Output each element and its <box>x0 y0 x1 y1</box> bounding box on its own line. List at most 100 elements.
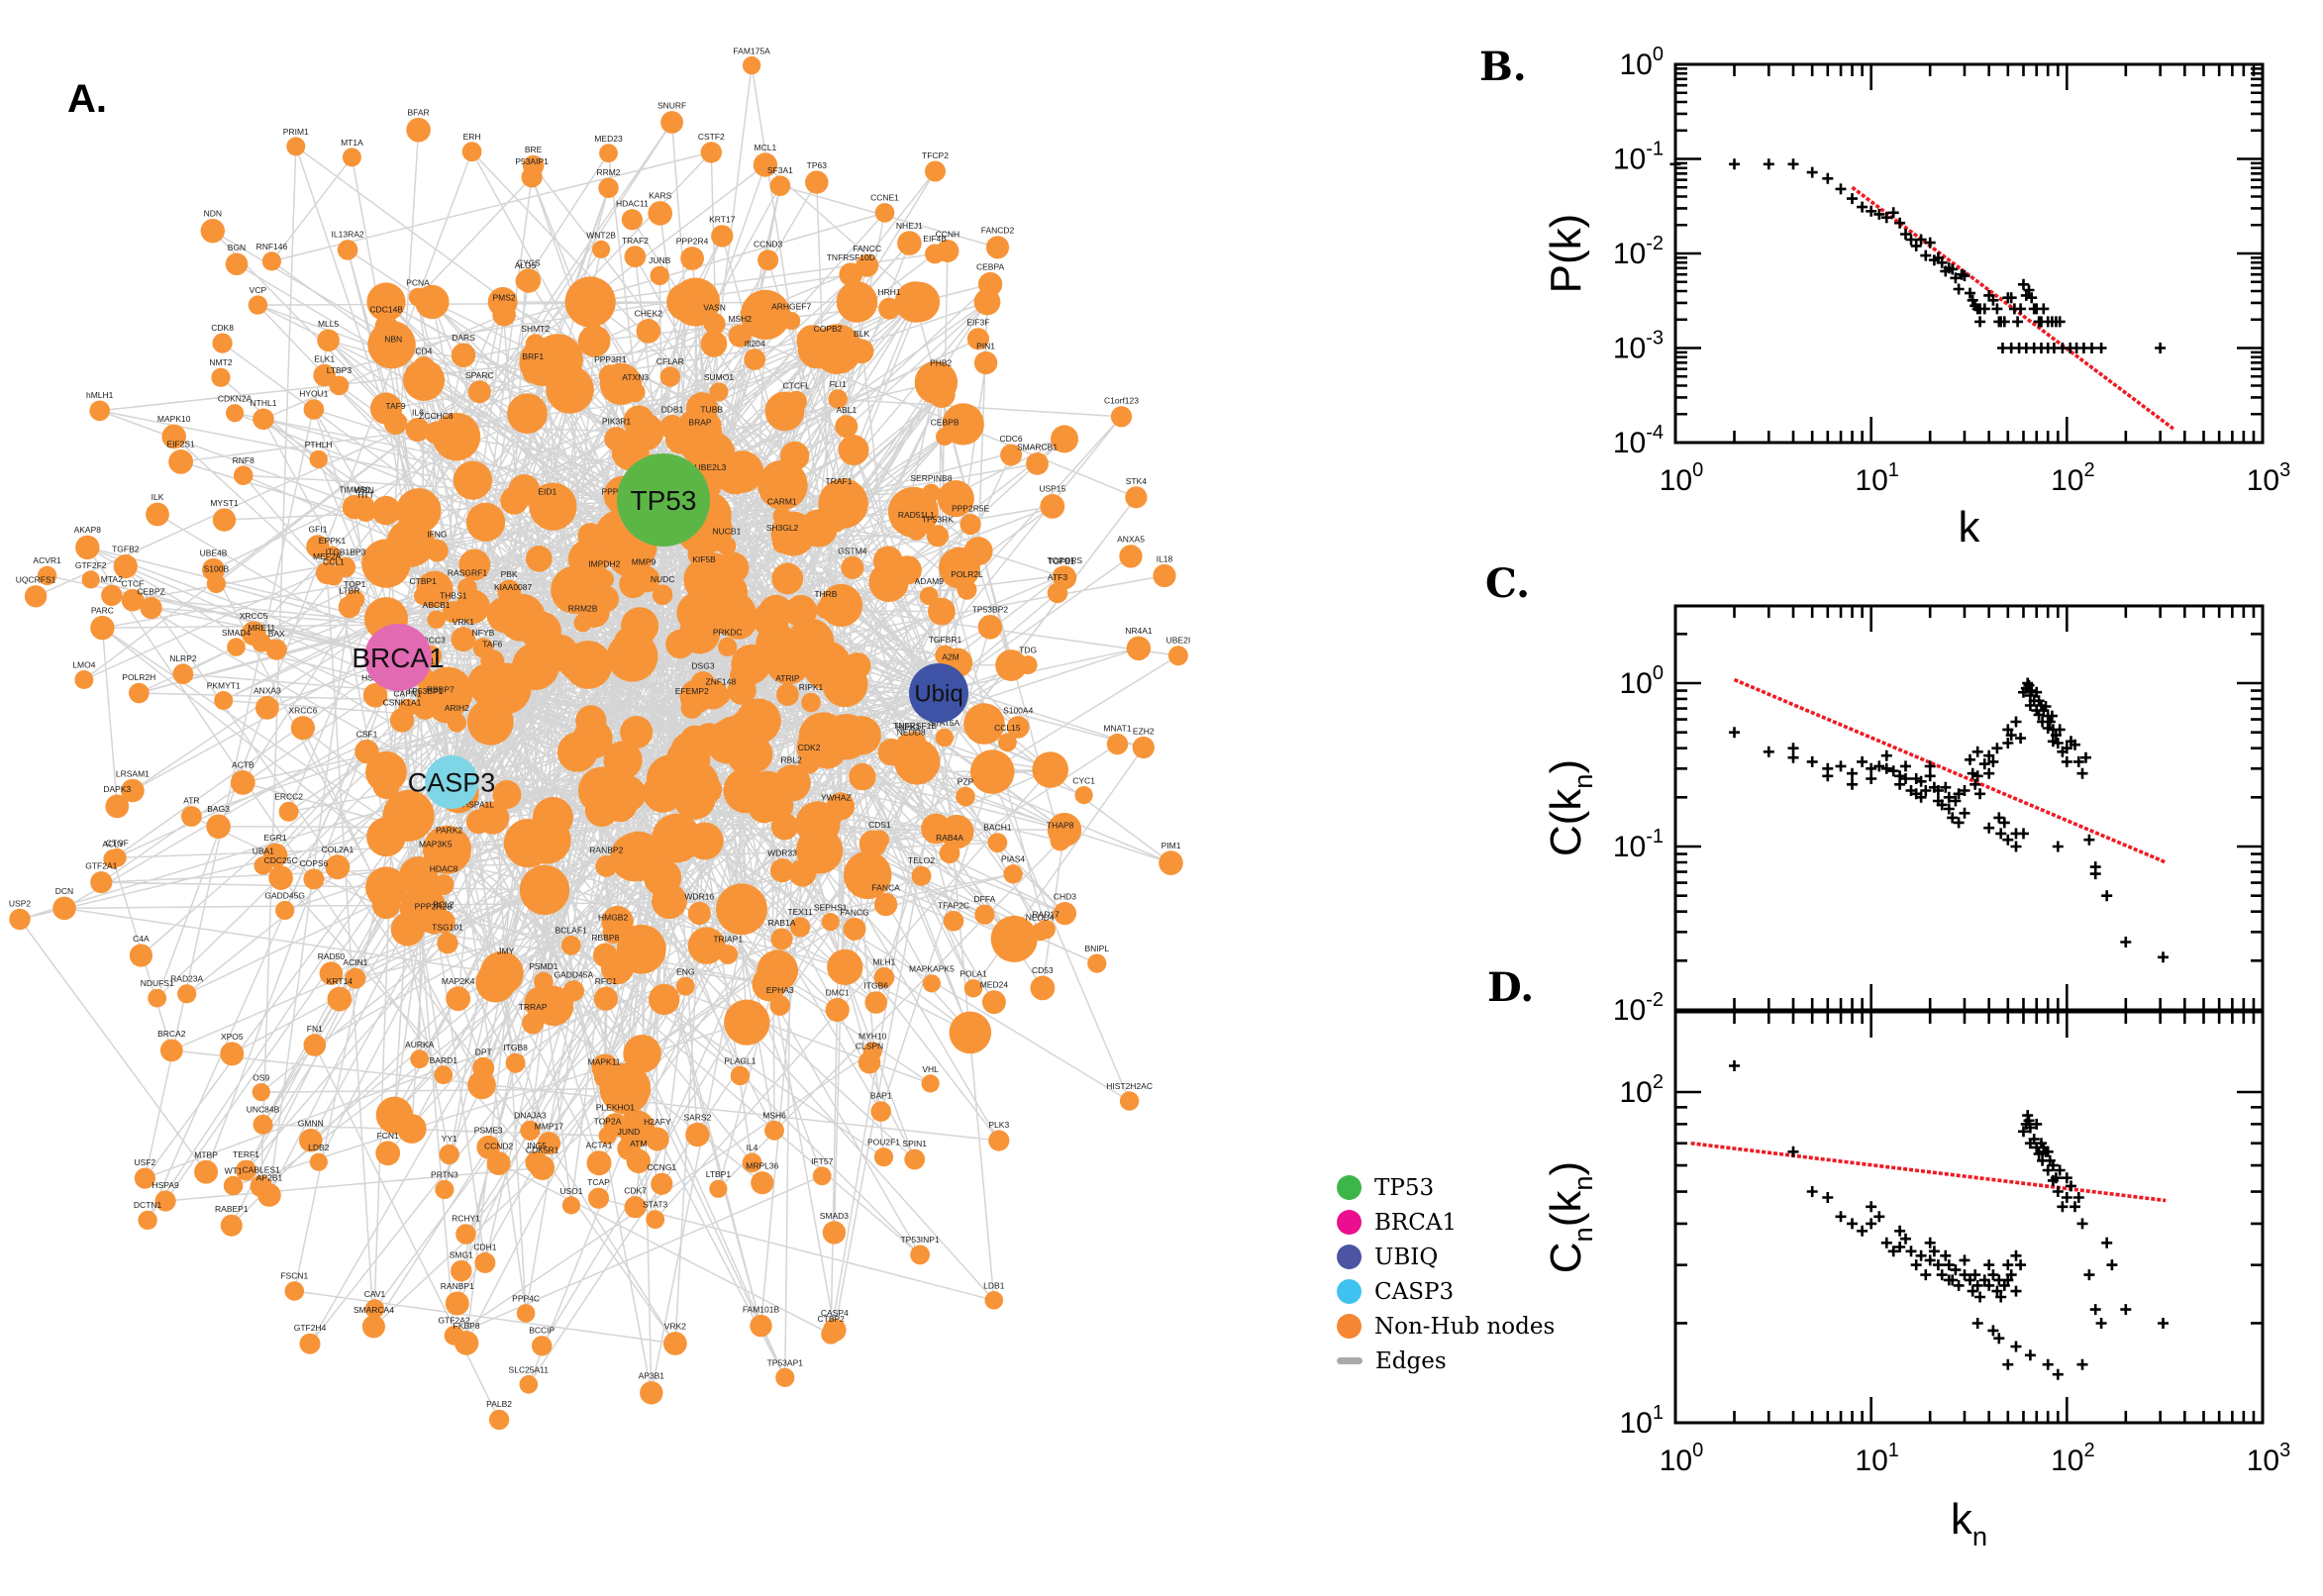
network-node <box>935 728 955 748</box>
network-node <box>943 910 964 932</box>
gene-label: ARIH2 <box>445 703 469 713</box>
legend: TP53 BRCA1 UBIQ CASP3 Non-Hub nodes Edges <box>1337 1170 1555 1378</box>
gene-label: COPS6 <box>299 858 328 868</box>
network-node <box>922 483 941 503</box>
gene-label: ATRIP <box>775 673 800 683</box>
network-node <box>366 817 406 857</box>
network-node <box>873 1147 894 1167</box>
network-node <box>129 682 150 704</box>
network-node <box>753 601 790 638</box>
network-node <box>342 495 367 520</box>
gene-label: SLC25A11 <box>509 1365 550 1375</box>
network-node <box>974 904 995 925</box>
network-node <box>701 414 722 435</box>
network-node <box>309 1152 328 1171</box>
network-node <box>342 148 361 167</box>
network-node <box>138 1210 157 1231</box>
gene-label: PALB2 <box>486 1399 512 1409</box>
gene-label: NDN <box>204 209 222 219</box>
network-node <box>873 892 898 917</box>
network-node <box>897 231 922 255</box>
network-node <box>470 669 508 707</box>
gene-label: IFNG <box>427 529 447 539</box>
network-node <box>1074 786 1093 805</box>
network-node <box>990 915 1038 962</box>
gene-label: ITGB8 <box>503 1043 528 1052</box>
network-node <box>361 1315 385 1339</box>
network-node <box>455 589 490 624</box>
network-node <box>874 203 895 223</box>
network-node <box>519 864 570 916</box>
network-node <box>910 1245 930 1265</box>
gene-label: TP53BP1 <box>407 686 444 696</box>
gene-label: CD53 <box>1032 965 1054 975</box>
gene-label: SERPINB8 <box>910 473 952 483</box>
gene-label: MAP2K4 <box>442 976 475 986</box>
network-node <box>383 411 408 436</box>
gene-label: UBA1 <box>252 847 274 856</box>
network-node <box>690 671 716 696</box>
legend-label: BRCA1 <box>1374 1209 1458 1236</box>
network-node <box>101 584 123 607</box>
network-node <box>679 725 710 755</box>
gene-label: USP15 <box>1039 484 1065 494</box>
gene-label: A2M <box>942 652 959 662</box>
network-node <box>223 1175 244 1196</box>
network-node <box>446 986 471 1012</box>
gene-label: PZP <box>958 776 974 786</box>
network-node <box>488 1409 510 1431</box>
gene-label: HMGB2 <box>598 913 629 923</box>
gene-label: HIPK1 <box>896 723 921 733</box>
tick-label: 102 <box>1620 1071 1665 1109</box>
gene-label: CTBP2 <box>817 1314 845 1324</box>
network-node <box>650 265 669 286</box>
gene-label: EPHA3 <box>766 985 794 995</box>
network-node <box>963 703 1005 745</box>
network-node <box>265 639 287 660</box>
gene-label: C1orf123 <box>1104 396 1139 406</box>
gene-label: RABEP1 <box>215 1204 249 1214</box>
network-node <box>969 749 1015 794</box>
network-node <box>772 533 792 553</box>
network-node <box>371 890 401 920</box>
gene-label: BRCA2 <box>157 1029 186 1039</box>
network-node <box>329 375 350 396</box>
network-node <box>828 389 848 409</box>
gene-label: VHL <box>922 1064 939 1074</box>
network-node <box>742 1152 762 1173</box>
gene-label: STAT5A <box>929 718 960 728</box>
network-node <box>646 1210 665 1230</box>
gene-label: DCN <box>55 886 73 896</box>
gene-label: DAPK3 <box>103 784 131 794</box>
axis-ticks <box>1675 606 2263 1010</box>
gene-label: CYCS <box>517 258 541 268</box>
network-node <box>561 1196 581 1215</box>
network-node <box>599 144 618 163</box>
network-node <box>252 1114 273 1135</box>
gene-label: CCL1 <box>323 557 345 567</box>
network-node <box>362 683 388 708</box>
gene-label: BRAP <box>688 417 711 427</box>
gene-label: COPB2 <box>814 324 843 334</box>
gene-label: LMO4 <box>72 660 95 670</box>
gene-label: H2AFY <box>644 1117 671 1127</box>
gene-label: AP3B1 <box>639 1371 665 1381</box>
gene-label: TSG101 <box>432 923 463 933</box>
gene-label: NTHL1 <box>251 398 277 408</box>
gene-label: FANCD2 <box>981 226 1015 236</box>
data-points <box>1729 1060 2169 1380</box>
gene-label: PSME3 <box>474 1125 503 1135</box>
network-node <box>414 586 433 606</box>
network-node <box>687 541 715 568</box>
gene-label: RIPK1 <box>799 682 824 692</box>
gene-label: VASN <box>703 303 726 313</box>
network-node <box>105 794 130 819</box>
legend-label: CASP3 <box>1374 1278 1455 1305</box>
gene-label: GADD45A <box>554 970 593 980</box>
gene-label: RNF8 <box>233 455 254 465</box>
legend-item-ubiq: UBIQ <box>1337 1240 1555 1274</box>
network-node <box>784 595 818 628</box>
network-node <box>200 219 225 244</box>
fit-line <box>1733 677 2167 864</box>
network-node <box>949 1011 992 1054</box>
